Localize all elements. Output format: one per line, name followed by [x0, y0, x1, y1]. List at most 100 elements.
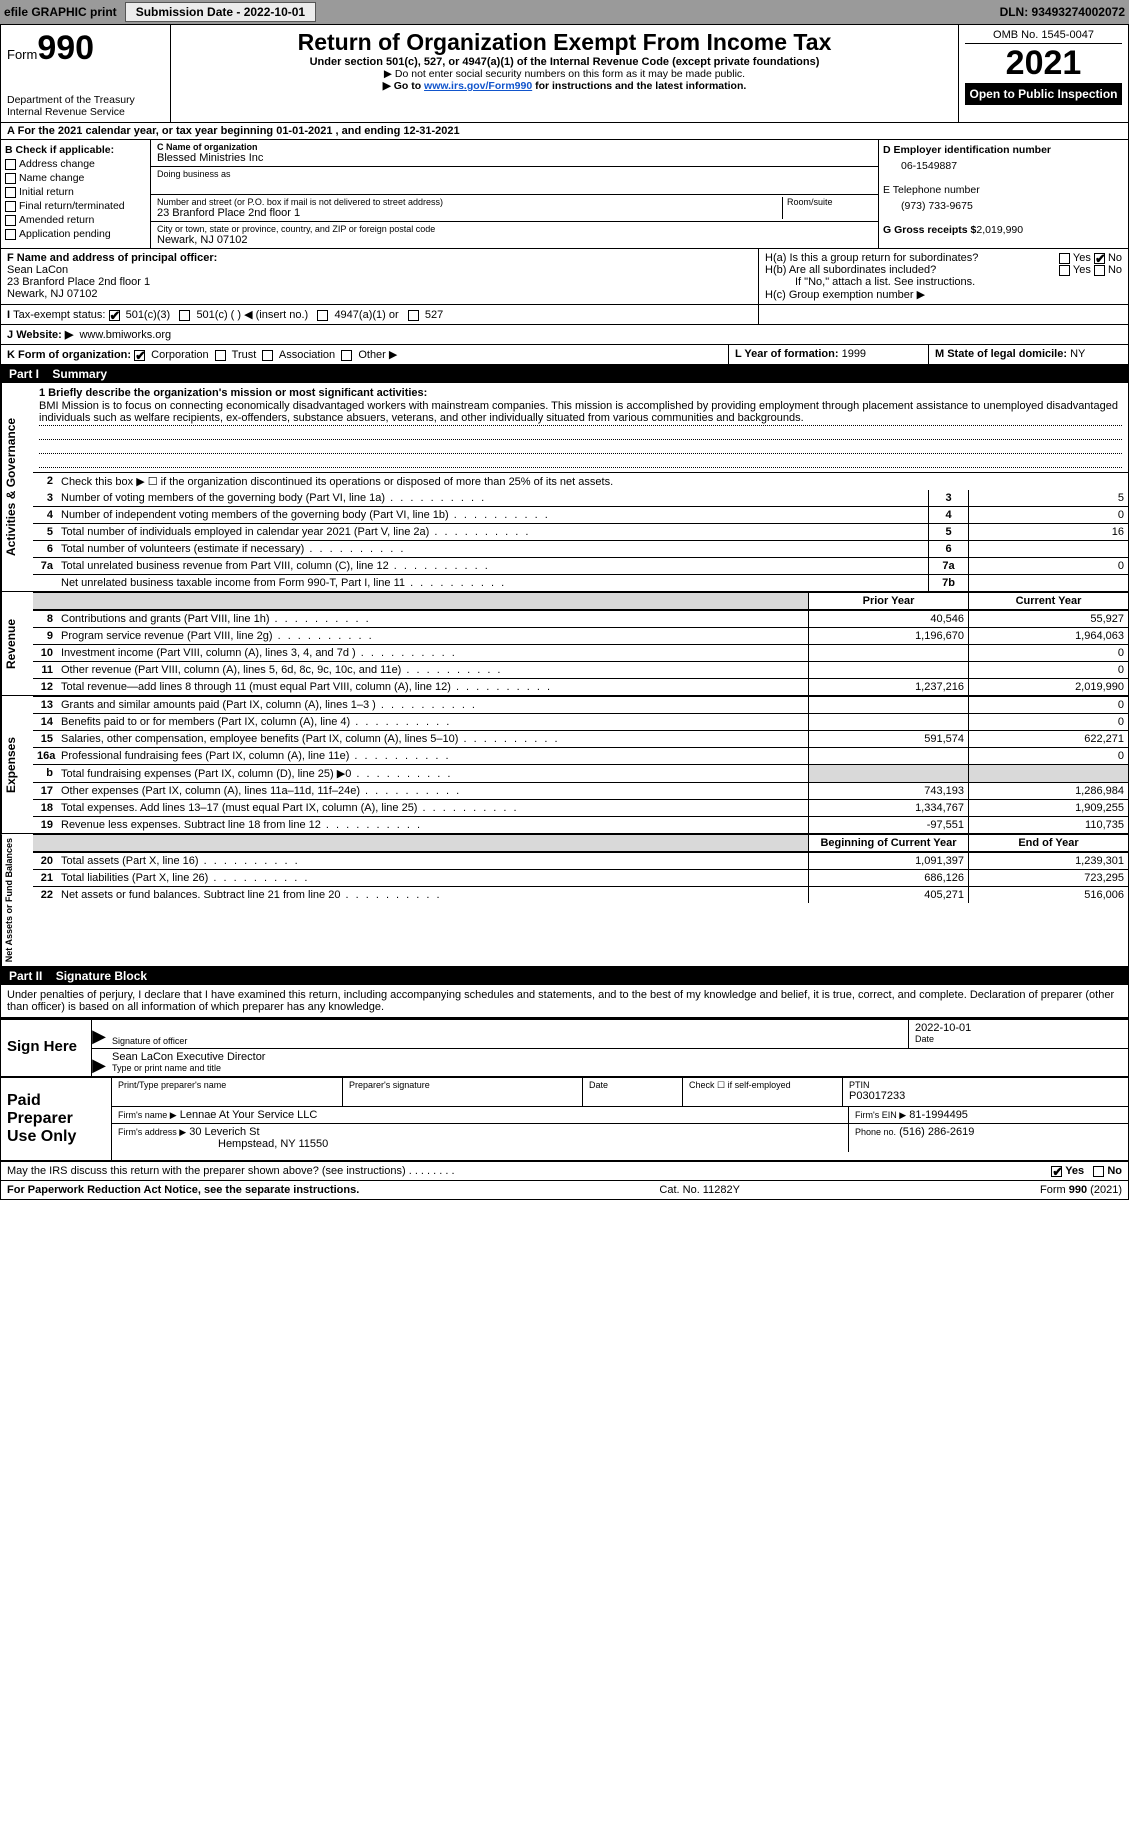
city-label: City or town, state or province, country…: [157, 224, 872, 234]
firm-name: Firm's name ▶ Lennae At Your Service LLC: [112, 1107, 848, 1123]
form-subtitle: Under section 501(c), 527, or 4947(a)(1)…: [177, 56, 952, 68]
discuss-no[interactable]: [1093, 1166, 1104, 1177]
ha-yes[interactable]: [1059, 253, 1070, 264]
summary-line: 22Net assets or fund balances. Subtract …: [33, 886, 1128, 903]
summary-line: 14Benefits paid to or for members (Part …: [33, 713, 1128, 730]
preparer-title: Paid Preparer Use Only: [1, 1078, 111, 1160]
form-note1: ▶ Do not enter social security numbers o…: [177, 68, 952, 80]
chk-name-change[interactable]: [5, 173, 16, 184]
declaration: Under penalties of perjury, I declare th…: [1, 985, 1128, 1018]
hb-yes[interactable]: [1059, 265, 1070, 276]
summary-line: 16aProfessional fundraising fees (Part I…: [33, 747, 1128, 764]
discuss-yes[interactable]: [1051, 1166, 1062, 1177]
firm-ein: Firm's EIN ▶ 81-1994495: [848, 1107, 1128, 1123]
prep-name-lbl: Print/Type preparer's name: [118, 1080, 336, 1090]
chk-address-change[interactable]: [5, 159, 16, 170]
chk-assoc[interactable]: [262, 350, 273, 361]
summary-line: 18Total expenses. Add lines 13–17 (must …: [33, 799, 1128, 816]
dln-label: DLN: 93493274002072: [1000, 5, 1125, 19]
chk-app-pending[interactable]: [5, 229, 16, 240]
officer-name: Sean LaCon: [7, 264, 752, 276]
summary-line: 21Total liabilities (Part X, line 26)686…: [33, 869, 1128, 886]
chk-other[interactable]: [341, 350, 352, 361]
form-header: Form990 Department of the Treasury Inter…: [1, 25, 1128, 123]
q2-text: Check this box ▶ ☐ if the organization d…: [57, 473, 1128, 490]
summary-line: 5Total number of individuals employed in…: [33, 523, 1128, 540]
summary-line: 8Contributions and grants (Part VIII, li…: [33, 610, 1128, 627]
chk-trust[interactable]: [215, 350, 226, 361]
h-b-note: If "No," attach a list. See instructions…: [765, 276, 1122, 288]
form-page: Form990 Department of the Treasury Inter…: [0, 24, 1129, 1200]
end-year-hdr: End of Year: [968, 835, 1128, 851]
part2-header: Part II Signature Block: [1, 967, 1128, 985]
chk-initial-return[interactable]: [5, 187, 16, 198]
chk-527[interactable]: [408, 310, 419, 321]
prep-sig-lbl: Preparer's signature: [349, 1080, 576, 1090]
section-c: C Name of organization Blessed Ministrie…: [151, 140, 878, 248]
q1-label: 1 Briefly describe the organization's mi…: [39, 387, 1122, 399]
gross-receipts: G Gross receipts $2,019,990: [883, 224, 1124, 236]
line-a-period: A For the 2021 calendar year, or tax yea…: [1, 123, 1128, 140]
summary-line: 12Total revenue—add lines 8 through 11 (…: [33, 678, 1128, 695]
summary-line: 6Total number of volunteers (estimate if…: [33, 540, 1128, 557]
part1-governance: Activities & Governance 1 Briefly descri…: [1, 383, 1128, 592]
arrow-icon: ▶: [92, 1049, 106, 1076]
part1-revenue: Revenue Prior Year Current Year 8Contrib…: [1, 592, 1128, 696]
col-header-row: Prior Year Current Year: [33, 592, 1128, 610]
section-b-checkboxes: B Check if applicable: Address change Na…: [1, 140, 151, 248]
k-l-m-row: K Form of organization: Corporation Trus…: [1, 345, 1128, 365]
addr-label: Number and street (or P.O. box if mail i…: [157, 197, 782, 207]
page-footer: For Paperwork Reduction Act Notice, see …: [1, 1181, 1128, 1199]
sig-date: 2022-10-01: [915, 1022, 1122, 1034]
summary-line: 19Revenue less expenses. Subtract line 1…: [33, 816, 1128, 833]
mission-text: BMI Mission is to focus on connecting ec…: [39, 399, 1122, 426]
side-expenses: Expenses: [1, 696, 33, 833]
ein-label: D Employer identification number: [883, 144, 1124, 156]
section-f: F Name and address of principal officer:…: [1, 249, 758, 304]
phone-label: E Telephone number: [883, 184, 1124, 196]
irs-link[interactable]: www.irs.gov/Form990: [424, 80, 532, 92]
summary-line: bTotal fundraising expenses (Part IX, co…: [33, 764, 1128, 782]
ptin-value: P03017233: [849, 1090, 1122, 1102]
ein-value: 06-1549887: [901, 160, 1124, 172]
efile-top-bar: efile GRAPHIC print Submission Date - 20…: [0, 0, 1129, 24]
chk-amended[interactable]: [5, 215, 16, 226]
submission-date-button[interactable]: Submission Date - 2022-10-01: [125, 2, 316, 22]
hb-no[interactable]: [1094, 265, 1105, 276]
tax-year: 2021: [965, 44, 1122, 83]
m-state: M State of legal domicile: NY: [928, 345, 1128, 364]
tax-exempt-status: I Tax-exempt status: 501(c)(3) 501(c) ( …: [1, 305, 758, 324]
h-b: H(b) Are all subordinates included? Yes …: [765, 264, 1122, 276]
officer-printed-name: Sean LaCon Executive Director: [112, 1051, 1122, 1063]
chk-4947[interactable]: [317, 310, 328, 321]
sign-block: Sign Here ▶ Signature of officer 2022-10…: [1, 1018, 1128, 1078]
ha-no[interactable]: [1094, 253, 1105, 264]
form-title: Return of Organization Exempt From Incom…: [177, 29, 952, 56]
omb-number: OMB No. 1545-0047: [965, 29, 1122, 44]
summary-line: 13Grants and similar amounts paid (Part …: [33, 696, 1128, 713]
efile-label: efile GRAPHIC print: [4, 5, 117, 19]
side-net: Net Assets or Fund Balances: [1, 834, 33, 966]
officer-label: F Name and address of principal officer:: [7, 252, 752, 264]
part1-expenses: Expenses 13Grants and similar amounts pa…: [1, 696, 1128, 834]
chk-501c[interactable]: [179, 310, 190, 321]
dba-label: Doing business as: [157, 169, 872, 179]
prior-year-hdr: Prior Year: [808, 593, 968, 609]
chk-corp[interactable]: [134, 350, 145, 361]
l-year: L Year of formation: 1999: [728, 345, 928, 364]
section-h: H(a) Is this a group return for subordin…: [758, 249, 1128, 304]
irs-label: Internal Revenue Service: [7, 106, 164, 118]
chk-501c3[interactable]: [109, 310, 120, 321]
c-name-label: C Name of organization: [157, 142, 872, 152]
self-emp-lbl: Check ☐ if self-employed: [689, 1080, 836, 1091]
summary-line: 3Number of voting members of the governi…: [33, 490, 1128, 506]
chk-final-return[interactable]: [5, 201, 16, 212]
summary-line: 4Number of independent voting members of…: [33, 506, 1128, 523]
summary-line: 9Program service revenue (Part VIII, lin…: [33, 627, 1128, 644]
room-label: Room/suite: [787, 197, 872, 207]
summary-line: 10Investment income (Part VIII, column (…: [33, 644, 1128, 661]
form-number: Form990: [7, 29, 164, 68]
footer-left: For Paperwork Reduction Act Notice, see …: [7, 1184, 359, 1196]
dept-treasury: Department of the Treasury: [7, 94, 164, 106]
sig-date-label: Date: [915, 1034, 1122, 1044]
